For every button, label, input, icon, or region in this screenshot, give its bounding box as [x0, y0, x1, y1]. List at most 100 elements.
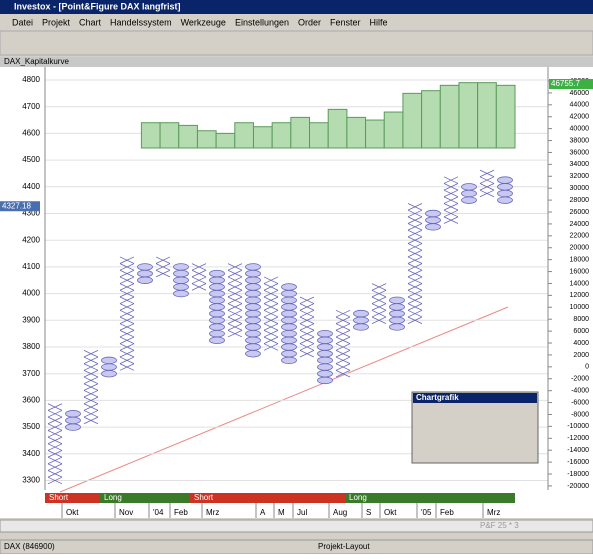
- o-box: [425, 216, 441, 224]
- x-box: [407, 263, 423, 271]
- month-label: Mrz: [206, 508, 219, 517]
- pf-column: [83, 350, 99, 425]
- pf-column: [479, 169, 495, 198]
- x-box: [227, 269, 243, 278]
- month-label: Nov: [119, 508, 133, 517]
- o-box: [245, 269, 261, 278]
- y2-tick-label: 36000: [570, 149, 590, 156]
- menu-item[interactable]: Projekt: [42, 17, 71, 27]
- y2-tick-label: 4000: [573, 340, 589, 347]
- x-box: [83, 416, 99, 425]
- signal-label: Long: [104, 493, 122, 502]
- x-box: [371, 316, 387, 324]
- x-box: [119, 323, 135, 331]
- x-box: [119, 276, 135, 284]
- equity-bar: [159, 122, 180, 149]
- price-label: 4327.18: [2, 201, 31, 210]
- x-box: [263, 309, 279, 318]
- x-box: [227, 276, 243, 284]
- o-box: [245, 309, 261, 318]
- menu-item[interactable]: Werkzeuge: [181, 17, 226, 27]
- o-box: [65, 416, 81, 425]
- x-box: [83, 363, 99, 371]
- y2-tick-label: -4000: [571, 388, 589, 395]
- y2-tick-label: 34000: [570, 161, 590, 168]
- o-box: [317, 349, 333, 358]
- menu-item[interactable]: Fenster: [330, 17, 361, 27]
- equity-bar: [215, 132, 236, 149]
- o-box: [209, 269, 225, 278]
- equity-bar: [290, 116, 311, 149]
- x-box: [371, 303, 387, 311]
- month-label: Aug: [333, 508, 347, 517]
- o-box: [101, 363, 117, 371]
- o-box: [281, 303, 297, 311]
- menu-item[interactable]: Handelssystem: [110, 17, 172, 27]
- pf-column: [425, 209, 441, 231]
- signal-band: [45, 493, 100, 503]
- x-box: [227, 263, 243, 271]
- x-box: [407, 283, 423, 291]
- status-bar: [0, 539, 593, 555]
- o-box: [209, 316, 225, 324]
- pf-column: [173, 263, 189, 298]
- x-box: [119, 269, 135, 278]
- o-box: [245, 303, 261, 311]
- y-tick-label: 4100: [22, 262, 40, 271]
- month-label: '05: [421, 508, 432, 517]
- o-box: [425, 223, 441, 231]
- o-box: [65, 410, 81, 418]
- y2-tick-label: -10000: [567, 423, 589, 430]
- o-box: [137, 269, 153, 278]
- y2-tick-label: 6000: [573, 328, 589, 335]
- y-tick-label: 3700: [22, 369, 40, 378]
- x-box: [443, 196, 459, 204]
- o-box: [173, 263, 189, 271]
- y2-tick-label: -6000: [571, 399, 589, 406]
- y-tick-label: 4400: [22, 182, 40, 191]
- month-label: Okt: [66, 508, 79, 517]
- menu-item[interactable]: Einstellungen: [235, 17, 289, 27]
- o-box: [389, 323, 405, 331]
- month-label: A: [260, 508, 266, 517]
- y-tick-label: 4200: [22, 235, 40, 244]
- x-box: [443, 209, 459, 218]
- month-label: M: [278, 508, 285, 517]
- o-box: [101, 356, 117, 365]
- x-box: [407, 309, 423, 318]
- pf-column: [155, 256, 171, 278]
- equity-bar: [458, 82, 479, 149]
- x-box: [443, 183, 459, 191]
- month-label: Okt: [384, 508, 397, 517]
- pf-column: [263, 276, 279, 351]
- x-box: [227, 329, 243, 338]
- y-tick-label: 4700: [22, 102, 40, 111]
- y2-tick-label: 0: [585, 364, 589, 371]
- x-box: [47, 410, 63, 418]
- month-label: Feb: [174, 508, 188, 517]
- o-box: [389, 309, 405, 318]
- menu-item[interactable]: Datei: [12, 17, 33, 27]
- y-tick-label: 3600: [22, 396, 40, 405]
- x-box: [83, 396, 99, 405]
- y2-tick-label: 44000: [570, 102, 590, 109]
- equity-bar: [421, 90, 441, 149]
- pf-column: [461, 183, 477, 204]
- x-box: [407, 269, 423, 278]
- x-box: [119, 316, 135, 324]
- signal-label: Short: [49, 493, 69, 502]
- x-box: [191, 263, 207, 271]
- menu-item[interactable]: Order: [298, 17, 321, 27]
- pf-column: [191, 263, 207, 291]
- menu-item[interactable]: Chart: [79, 17, 102, 27]
- o-box: [281, 283, 297, 291]
- x-box: [47, 463, 63, 471]
- menu-item[interactable]: Hilfe: [370, 17, 388, 27]
- x-box: [479, 176, 495, 184]
- o-box: [281, 329, 297, 338]
- equity-bar: [196, 130, 217, 149]
- y-tick-label: 3400: [22, 449, 40, 458]
- x-box: [47, 470, 63, 478]
- x-box: [227, 309, 243, 318]
- o-box: [173, 276, 189, 284]
